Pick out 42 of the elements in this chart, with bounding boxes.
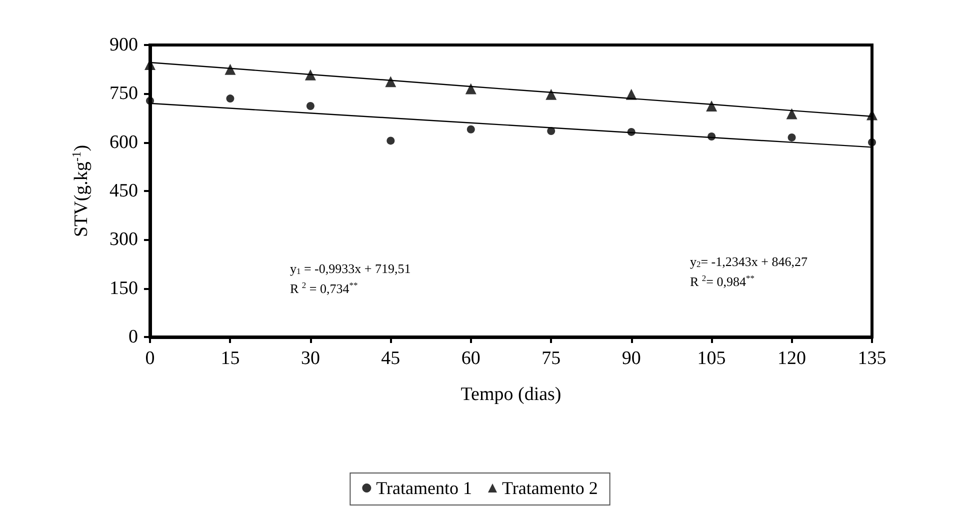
- y-tick-label: 450: [110, 180, 138, 202]
- x-tick-label: 75: [542, 348, 561, 369]
- annotation: R 2 = 0,734**: [290, 280, 358, 296]
- y-tick-label: 300: [110, 229, 138, 250]
- y-tick-label: 600: [110, 132, 138, 153]
- x-tick-label: 60: [461, 348, 480, 369]
- point: [708, 132, 716, 140]
- y-tick-label: 750: [110, 83, 138, 104]
- annotation: y2= -1,2343x + 846,27: [690, 254, 808, 270]
- x-tick-label: 15: [220, 348, 240, 369]
- y-tick-label: 150: [110, 278, 138, 299]
- y-axis-title: STV(g.kg-1): [70, 144, 92, 238]
- y-tick-label: 900: [110, 34, 138, 56]
- point: [465, 83, 476, 94]
- point: [224, 64, 236, 75]
- x-tick-label: 120: [778, 348, 806, 369]
- x-tick-label: 90: [622, 348, 641, 369]
- point: [626, 88, 637, 100]
- legend-label: Tratamento 1: [376, 478, 472, 498]
- point: [547, 126, 556, 135]
- point: [306, 102, 314, 110]
- annotation: y1 = -0,9933x + 719,51: [290, 261, 411, 276]
- x-tick-label: 105: [697, 348, 726, 369]
- point: [706, 100, 718, 112]
- x-tick-label: 30: [300, 348, 320, 369]
- point: [786, 108, 798, 120]
- point: [304, 69, 316, 80]
- point: [868, 138, 876, 146]
- legend-label: Tratamento 2: [502, 478, 598, 498]
- point: [146, 96, 154, 105]
- point: [627, 128, 636, 136]
- point: [466, 125, 475, 134]
- x-tick-label: 135: [858, 348, 886, 369]
- x-tick-label: 45: [381, 348, 400, 369]
- point: [386, 136, 395, 145]
- point: [385, 76, 396, 88]
- point: [546, 88, 557, 100]
- point: [788, 133, 796, 142]
- y-tick-label: 0: [128, 326, 138, 348]
- x-tick-label: 0: [145, 348, 155, 369]
- point: [226, 94, 234, 103]
- x-axis-title: Tempo (dias): [460, 384, 562, 405]
